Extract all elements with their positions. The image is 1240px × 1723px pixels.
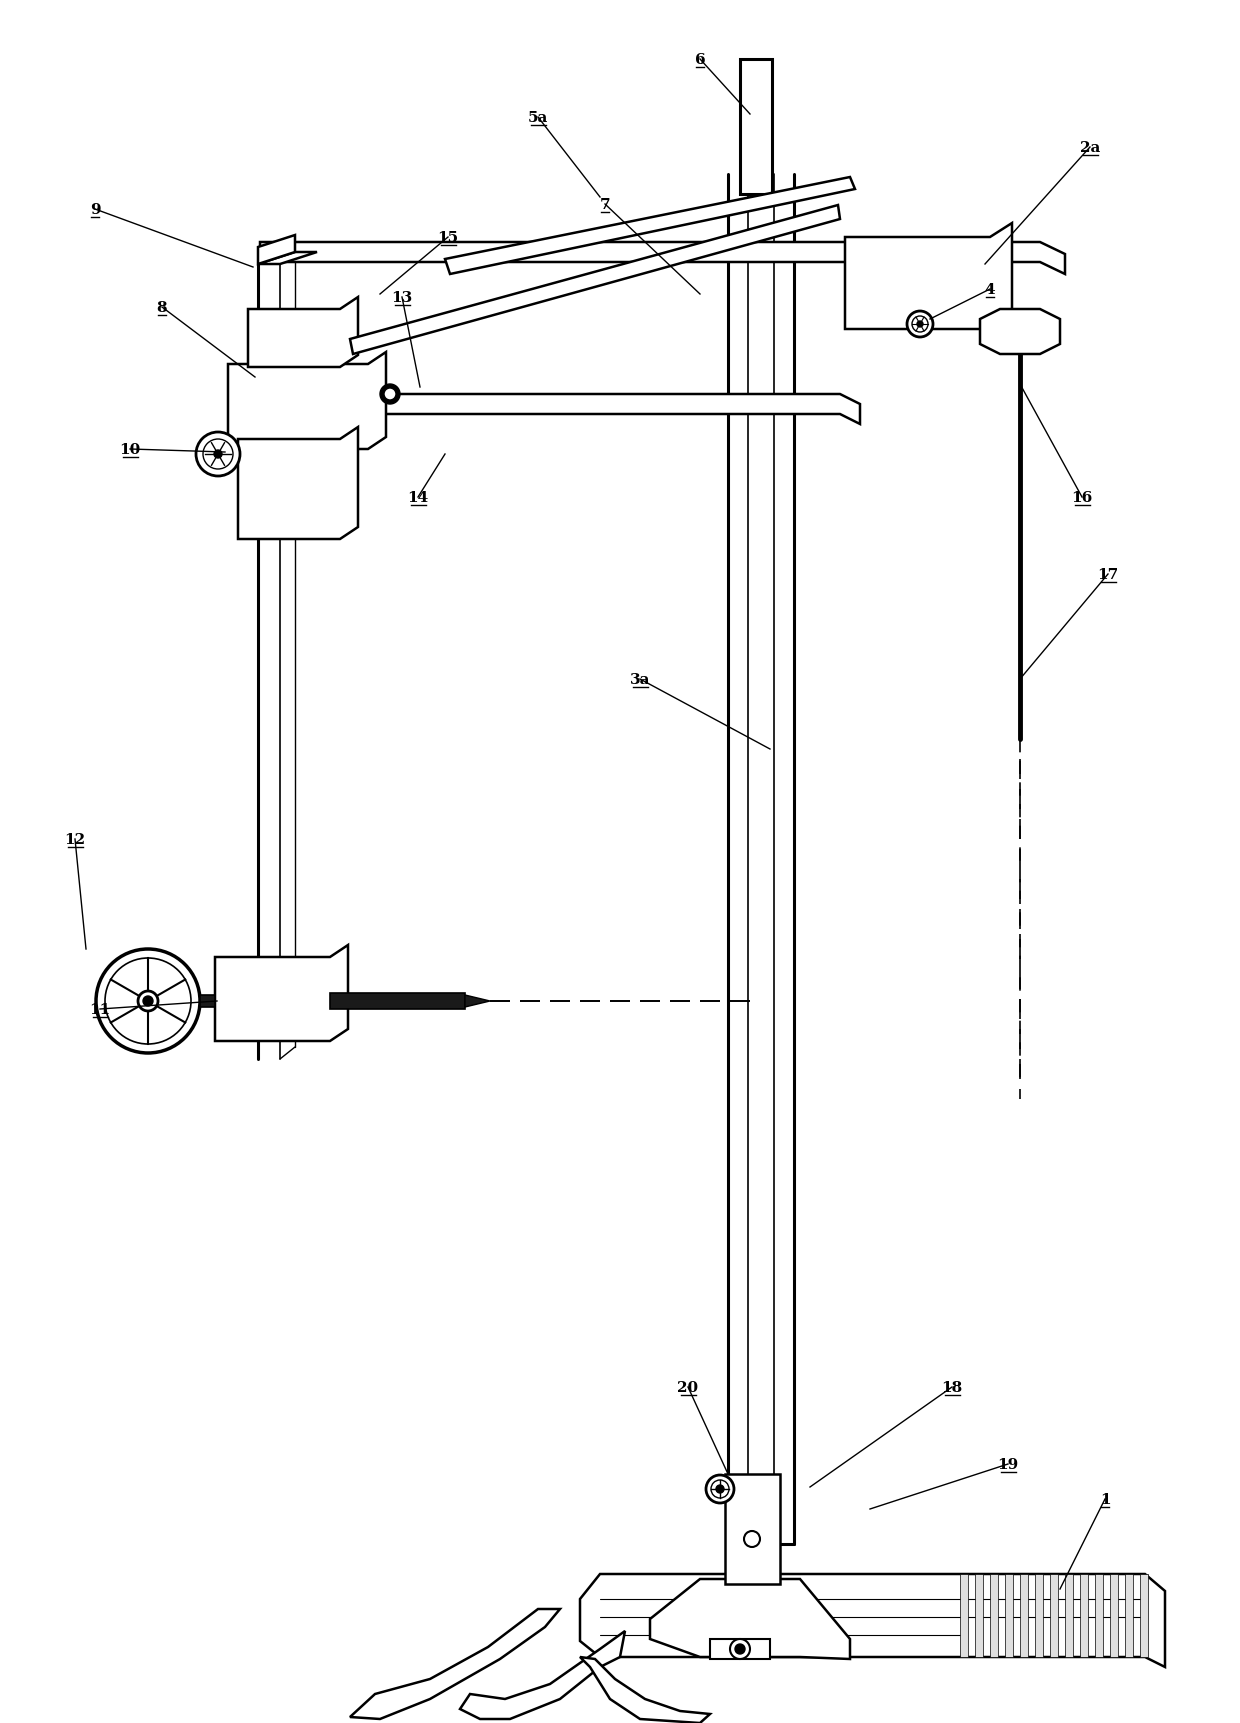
Circle shape: [143, 996, 153, 1006]
Polygon shape: [1125, 1575, 1133, 1658]
Circle shape: [384, 389, 396, 401]
Polygon shape: [711, 1639, 770, 1659]
Text: 5a: 5a: [528, 110, 548, 126]
Polygon shape: [238, 427, 358, 539]
Circle shape: [379, 384, 401, 405]
Polygon shape: [1050, 1575, 1058, 1658]
Text: 12: 12: [64, 832, 86, 846]
Circle shape: [735, 1644, 745, 1654]
Circle shape: [744, 1532, 760, 1547]
Polygon shape: [1035, 1575, 1043, 1658]
Polygon shape: [650, 1578, 849, 1659]
Circle shape: [730, 1639, 750, 1659]
Circle shape: [715, 1485, 724, 1494]
Polygon shape: [445, 177, 856, 276]
Polygon shape: [844, 224, 1012, 329]
Bar: [740, 60, 773, 195]
Circle shape: [215, 451, 222, 458]
Polygon shape: [460, 1632, 625, 1720]
Polygon shape: [260, 243, 1065, 276]
Text: 18: 18: [941, 1380, 962, 1394]
Polygon shape: [200, 996, 215, 1008]
Polygon shape: [1004, 1575, 1013, 1658]
Text: 20: 20: [677, 1380, 698, 1394]
Bar: [725, 1475, 780, 1583]
Circle shape: [911, 317, 928, 333]
Polygon shape: [960, 1575, 968, 1658]
Polygon shape: [975, 1575, 983, 1658]
Circle shape: [918, 322, 923, 327]
Polygon shape: [248, 298, 358, 367]
Text: 15: 15: [438, 231, 459, 245]
Text: 3a: 3a: [630, 672, 650, 686]
Polygon shape: [258, 236, 295, 265]
Polygon shape: [1080, 1575, 1087, 1658]
Polygon shape: [1095, 1575, 1104, 1658]
Text: 4: 4: [985, 283, 996, 296]
Polygon shape: [215, 946, 348, 1041]
Circle shape: [203, 439, 233, 470]
Text: 11: 11: [89, 1003, 110, 1017]
Circle shape: [105, 958, 191, 1044]
Polygon shape: [258, 253, 317, 265]
Polygon shape: [465, 996, 490, 1008]
Polygon shape: [280, 395, 861, 426]
Polygon shape: [350, 205, 839, 355]
Polygon shape: [1140, 1575, 1148, 1658]
Circle shape: [706, 1475, 734, 1502]
Polygon shape: [330, 994, 465, 1010]
Polygon shape: [350, 1609, 560, 1720]
Polygon shape: [1110, 1575, 1118, 1658]
Text: 9: 9: [89, 203, 100, 217]
Polygon shape: [1065, 1575, 1073, 1658]
Text: 2a: 2a: [1080, 141, 1100, 155]
Text: 19: 19: [997, 1458, 1018, 1471]
Text: 7: 7: [600, 198, 610, 212]
Text: 16: 16: [1071, 491, 1092, 505]
Circle shape: [906, 312, 932, 338]
Circle shape: [711, 1480, 729, 1497]
Circle shape: [196, 432, 241, 477]
Text: 14: 14: [408, 491, 429, 505]
Polygon shape: [580, 1658, 711, 1723]
Text: 8: 8: [156, 302, 167, 315]
Polygon shape: [990, 1575, 998, 1658]
Circle shape: [138, 991, 157, 1011]
Text: 17: 17: [1097, 567, 1118, 582]
Text: 10: 10: [119, 443, 140, 457]
Text: 13: 13: [392, 291, 413, 305]
Text: 1: 1: [1100, 1492, 1110, 1506]
Polygon shape: [228, 353, 386, 450]
Text: 6: 6: [694, 53, 706, 67]
Polygon shape: [980, 310, 1060, 355]
Circle shape: [95, 949, 200, 1053]
Polygon shape: [580, 1575, 1166, 1668]
Polygon shape: [1021, 1575, 1028, 1658]
